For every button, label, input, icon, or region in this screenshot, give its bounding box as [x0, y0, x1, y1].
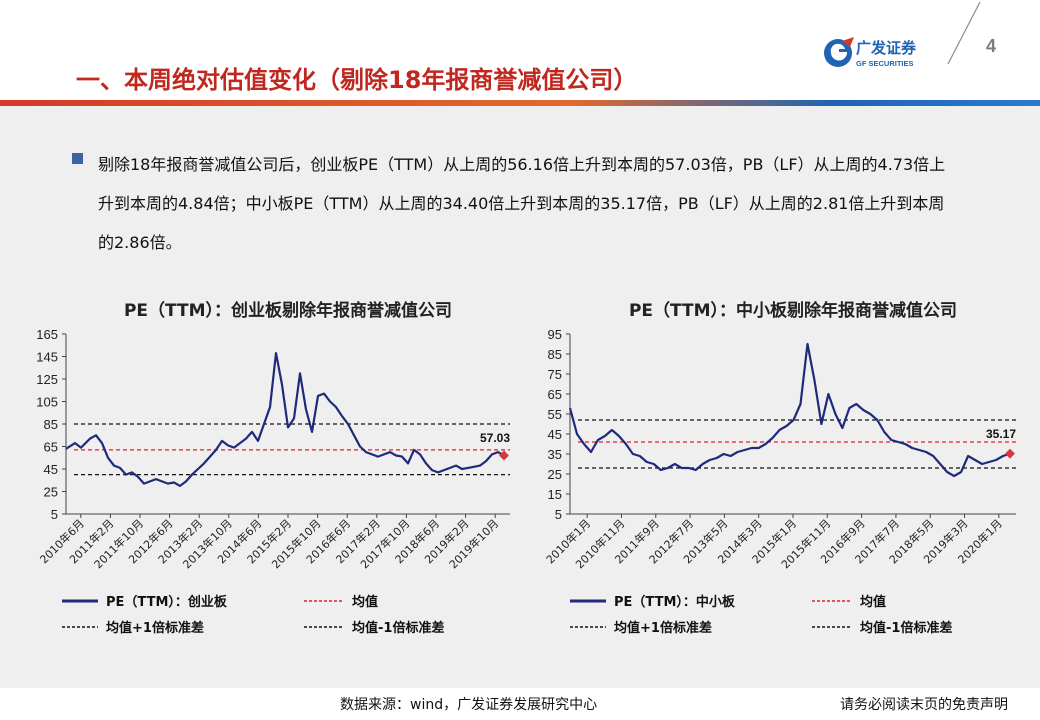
gf-securities-logo: 广发证券 GF SECURITIES — [822, 33, 952, 73]
header-divider-bar — [0, 100, 1040, 106]
brand-name: 广发证券 — [856, 39, 917, 57]
y-tick-label: 25 — [548, 467, 562, 482]
legend-lower-label: 均值-1倍标准差 — [860, 620, 952, 636]
decorative-slash — [947, 2, 981, 65]
end-value-label: 57.03 — [480, 431, 510, 445]
y-tick-label: 75 — [548, 367, 562, 382]
bullet-square-icon — [72, 153, 83, 164]
y-tick-label: 85 — [548, 347, 562, 362]
legend-lower-label: 均值-1倍标准差 — [352, 620, 444, 636]
y-tick-label: 55 — [548, 407, 562, 422]
y-tick-label: 145 — [36, 350, 58, 365]
end-point-marker — [499, 450, 509, 461]
y-tick-label: 25 — [44, 485, 58, 500]
series-line — [65, 351, 505, 487]
y-tick-label: 65 — [44, 440, 58, 455]
chart-sme-pe: PE（TTM）：中小板剔除年报商誉减值公司 5 15 25 35 45 55 65 75 85 95… — [530, 286, 1024, 656]
y-tick-label: 95 — [548, 327, 562, 342]
y-tick-label: 5 — [555, 507, 562, 522]
legend-upper-label: 均值+1倍标准差 — [106, 620, 204, 636]
y-tick-label: 85 — [44, 417, 58, 432]
y-tick-label: 105 — [36, 395, 58, 410]
y-tick-label: 165 — [36, 327, 58, 342]
y-tick-label: 45 — [548, 427, 562, 442]
legend-upper-label: 均值+1倍标准差 — [614, 620, 712, 636]
page-number: 4 — [986, 36, 997, 56]
y-tick-label: 65 — [548, 387, 562, 402]
chart-chinext-pe: PE（TTM）：创业板剔除年报商誉减值公司 5 25 45 65 85 105 125 145 1… — [22, 286, 516, 656]
footer-data-source: 数据来源：wind，广发证券发展研究中心 — [340, 697, 598, 713]
legend-mean-label: 均值 — [860, 594, 886, 610]
chart-chinext-pe-svg: PE（TTM）：创业板剔除年报商誉减值公司 5 25 45 65 85 105 125 145 1… — [36, 300, 510, 636]
chart-title: PE（TTM）：创业板剔除年报商誉减值公司 — [124, 300, 452, 321]
legend-series-label: PE（TTM）：创业板 — [106, 594, 228, 610]
series-line — [568, 342, 1011, 478]
brand-subtitle: GF SECURITIES — [856, 59, 914, 68]
content-panel — [0, 106, 1040, 688]
summary-bullet-text: 剔除18年报商誉减值公司后，创业板PE（TTM）从上周的56.16倍上升到本周的… — [98, 155, 946, 252]
page-title: 一、本周绝对估值变化（剔除18年报商誉减值公司） — [76, 66, 638, 94]
end-value-label: 35.17 — [986, 427, 1016, 441]
footer-disclaimer: 请务必阅读末页的免责声明 — [840, 697, 1008, 713]
chart-title: PE（TTM）：中小板剔除年报商誉减值公司 — [629, 300, 957, 321]
y-tick-label: 125 — [36, 372, 58, 387]
end-point-marker — [1005, 448, 1015, 459]
legend-series-label: PE（TTM）：中小板 — [614, 594, 736, 610]
y-tick-label: 5 — [51, 507, 58, 522]
y-tick-label: 15 — [548, 487, 562, 502]
y-tick-label: 45 — [44, 462, 58, 477]
legend-mean-label: 均值 — [352, 594, 378, 610]
y-tick-label: 35 — [548, 447, 562, 462]
chart-sme-pe-svg: PE（TTM）：中小板剔除年报商誉减值公司 5 15 25 35 45 55 65 75 85 95… — [543, 300, 1016, 636]
